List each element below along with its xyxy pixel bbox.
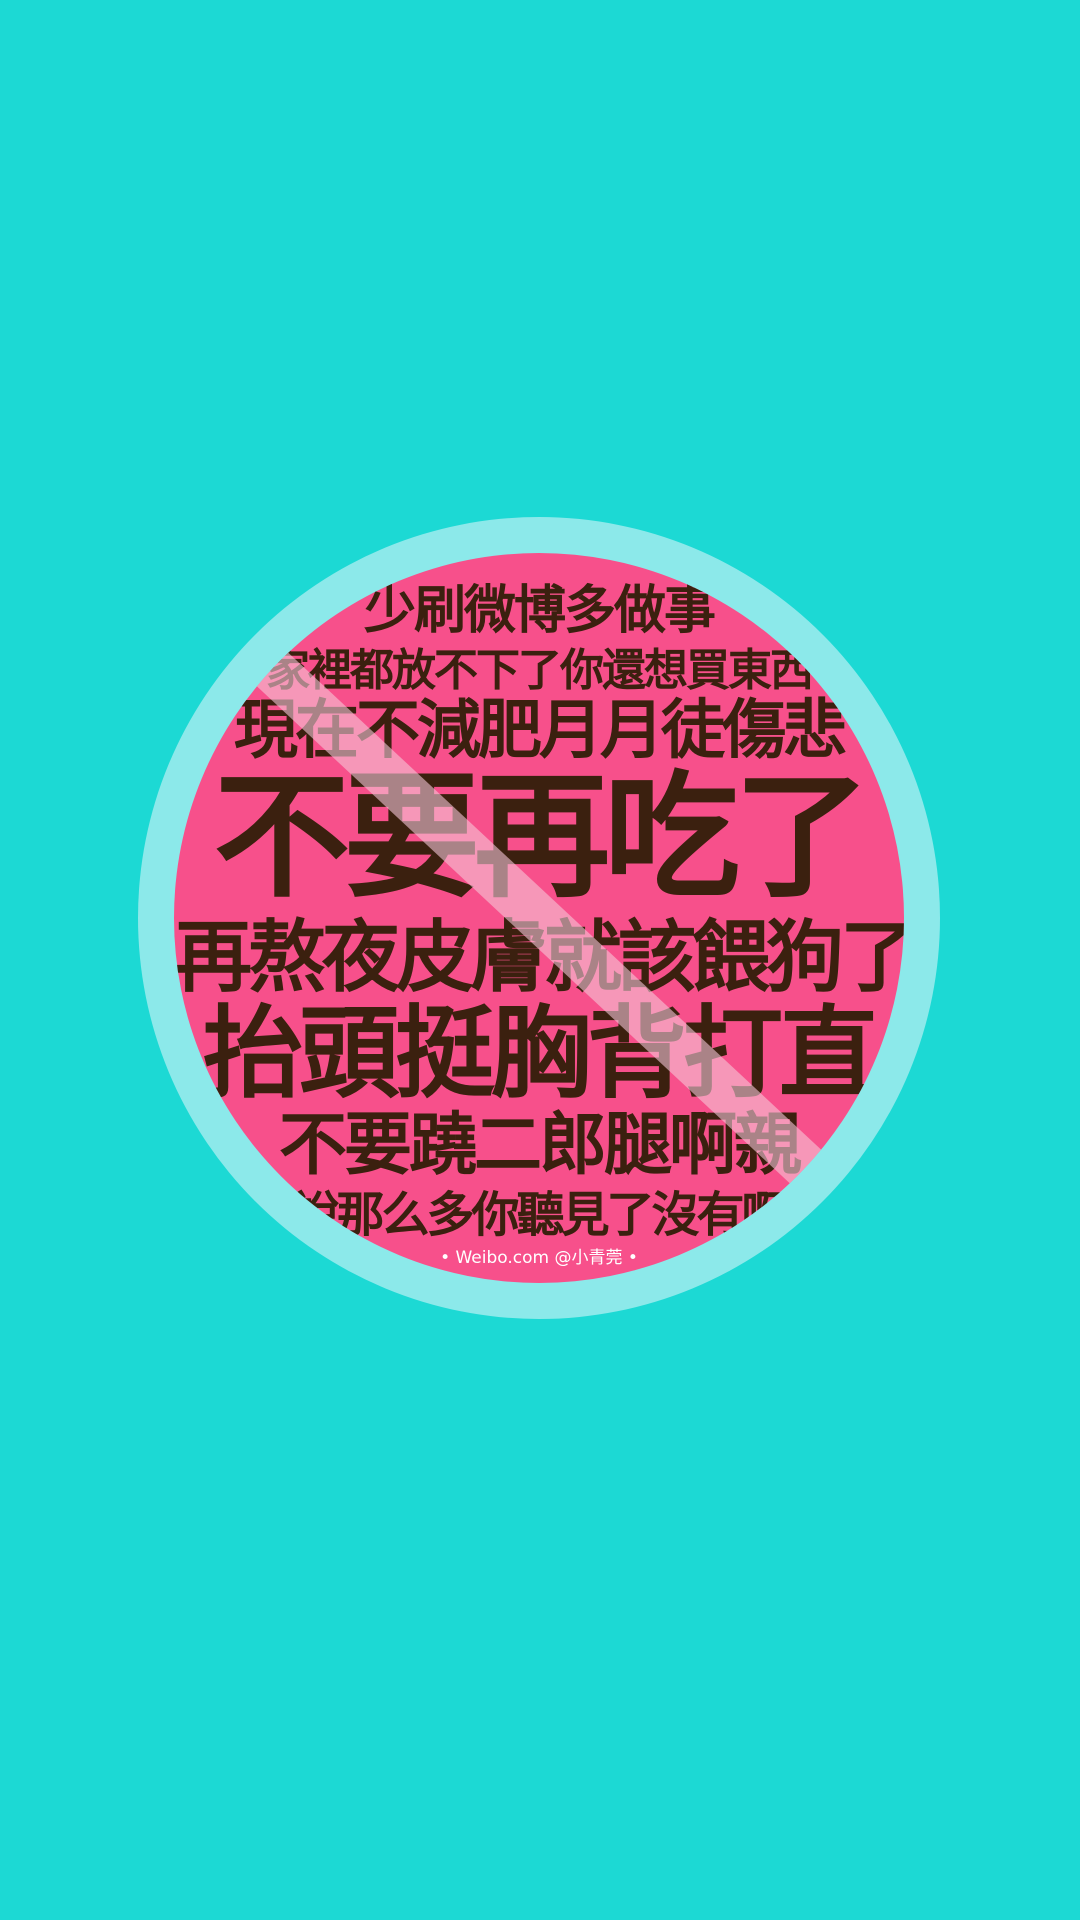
slogan-line-8: 說那么多你聽見了沒有啊 — [291, 1187, 789, 1243]
slogan-line-7: 不要蹺二郎腿啊親 — [278, 1105, 802, 1185]
slogan-line-6: 抬頭挺胸背打直 — [203, 994, 879, 1112]
slogan-stack: 少刷微博多做事 家裡都放不下了你還想買東西 現在不減肥月月徒傷悲 不要再吃了 再… — [174, 553, 904, 1283]
slogan-headline: 不要再吃了 — [214, 757, 870, 917]
slogan-line-2: 家裡都放不下了你還想買東西 — [266, 645, 814, 696]
credit-watermark: • Weibo.com @小青莞 • — [440, 1248, 638, 1268]
slogan-line-1: 少刷微博多做事 — [363, 580, 716, 641]
no-sign-disc: 少刷微博多做事 家裡都放不下了你還想買東西 現在不減肥月月徒傷悲 不要再吃了 再… — [174, 553, 904, 1283]
